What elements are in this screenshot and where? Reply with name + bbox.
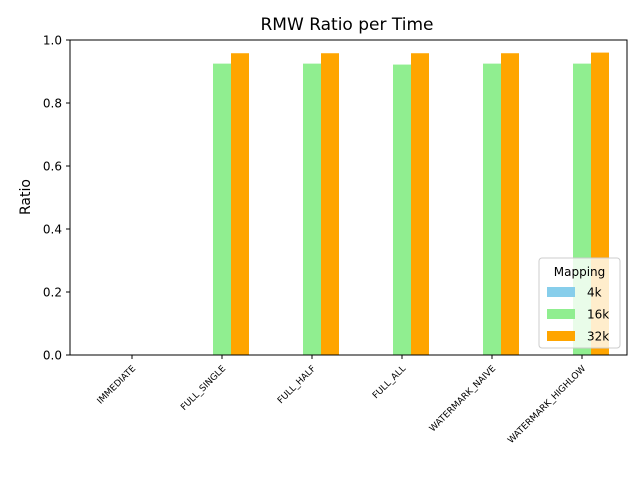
bar-32k-full-half <box>321 53 339 355</box>
bar-16k-watermark-naive <box>483 63 501 355</box>
legend-title: Mapping <box>554 265 606 279</box>
bar-16k-full-all <box>393 64 411 355</box>
y-axis-label: Ratio <box>18 179 34 215</box>
chart-title: RMW Ratio per Time <box>261 15 434 35</box>
legend-box <box>538 257 621 349</box>
legend-label-4k: 4k <box>587 286 602 300</box>
plot-frame <box>69 39 628 356</box>
y-tick-label: 1.0 <box>43 34 62 48</box>
legend-swatch-4k <box>547 287 575 297</box>
y-tick-label: 0.8 <box>43 97 62 111</box>
bar-16k-full-single <box>213 63 231 355</box>
bar-16k-full-half <box>303 63 321 355</box>
legend: Mapping 4k 16k 32k <box>538 257 621 349</box>
x-tick-label: IMMEDIATE <box>96 364 139 407</box>
x-tick-label: FULL_HALF <box>276 364 318 406</box>
legend-swatch-32k <box>547 331 575 341</box>
x-tick-label: WATERMARK_NAIVE <box>428 364 498 434</box>
bar-32k-watermark-naive <box>501 53 519 355</box>
x-tick-label: FULL_ALL <box>371 364 408 401</box>
x-tick-label: WATERMARK_HIGHLOW <box>506 364 588 446</box>
y-tick-label: 0.6 <box>43 160 62 174</box>
y-tick-label: 0.2 <box>43 286 62 300</box>
legend-label-32k: 32k <box>587 330 609 344</box>
x-tick-label: FULL_SINGLE <box>179 364 228 413</box>
y-tick-label: 0.4 <box>43 223 62 237</box>
bar-32k-full-all <box>411 53 429 355</box>
bar-32k-full-single <box>231 53 249 355</box>
y-tick-label: 0.0 <box>43 349 62 363</box>
legend-swatch-16k <box>547 309 575 319</box>
legend-label-16k: 16k <box>587 308 609 322</box>
